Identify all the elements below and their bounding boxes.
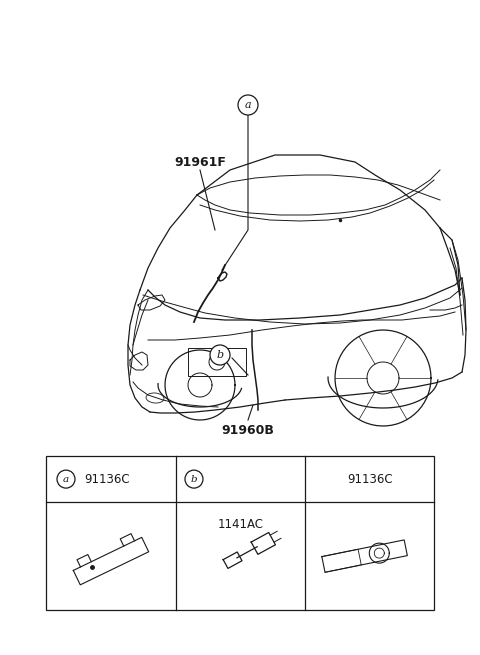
Text: b: b [216, 350, 224, 360]
Text: b: b [191, 475, 197, 483]
Text: 91136C: 91136C [84, 473, 130, 485]
Text: 1141AC: 1141AC [217, 517, 264, 531]
Text: a: a [245, 100, 252, 110]
Text: 91136C: 91136C [347, 473, 393, 485]
Circle shape [57, 470, 75, 488]
Circle shape [238, 95, 258, 115]
Text: 91961F: 91961F [174, 155, 226, 168]
Circle shape [185, 470, 203, 488]
FancyBboxPatch shape [188, 348, 246, 376]
Text: 91960B: 91960B [222, 424, 275, 436]
Ellipse shape [146, 393, 164, 403]
FancyBboxPatch shape [46, 456, 434, 610]
Text: a: a [63, 475, 69, 483]
Circle shape [210, 345, 230, 365]
